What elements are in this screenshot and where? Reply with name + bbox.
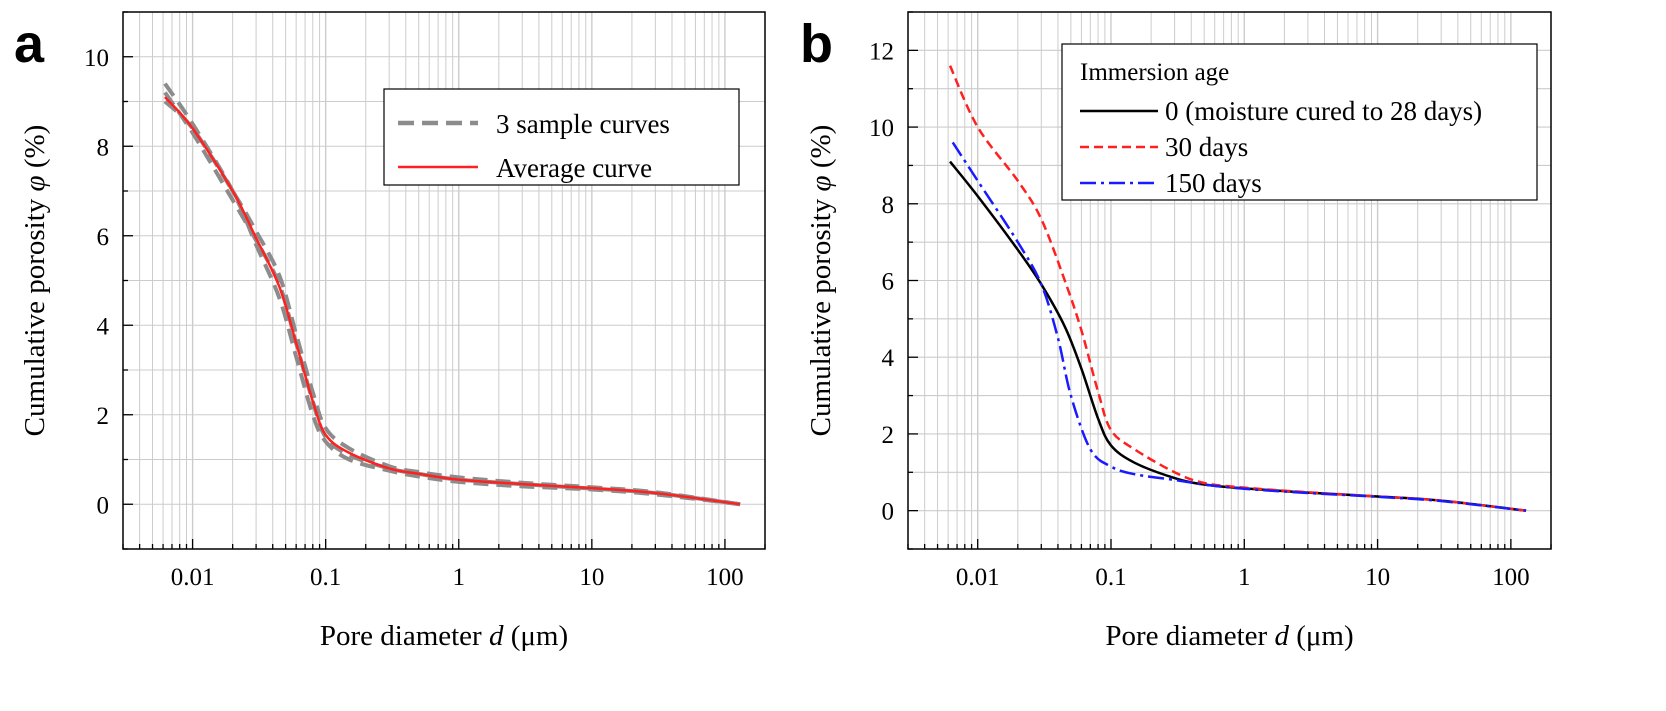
- x-tick-label: 10: [1365, 564, 1390, 591]
- series-line-a-1: [163, 91, 741, 507]
- y-tick-label: 10: [869, 115, 894, 142]
- legend-a: 3 sample curves Average curve: [383, 88, 740, 186]
- series-line-a-3: [164, 96, 741, 506]
- x-tick-label: 0.01: [956, 564, 1000, 591]
- x-tick-label: 1: [453, 564, 466, 591]
- panel-letter-a: a: [14, 14, 45, 74]
- y-tick-label: 8: [97, 134, 110, 161]
- x-tick-label: 1: [1238, 564, 1251, 591]
- series-group-b: [948, 65, 1527, 512]
- y-tick-label: 8: [882, 192, 895, 219]
- y-axis-label-b: Cumulative porosity φ (%): [805, 125, 837, 437]
- x-tick-label: 10: [579, 564, 604, 591]
- y-tick-label: 4: [882, 345, 895, 372]
- y-tick-label: 10: [84, 45, 109, 72]
- series-line-b-2: [951, 141, 1527, 512]
- legend-title-b: Immersion age: [1080, 59, 1229, 86]
- series-group-a: [163, 82, 741, 507]
- legend-entry-0-days: 0 (moisture cured to 28 days): [1165, 96, 1482, 126]
- legend-box-a: [383, 88, 740, 186]
- series-line-a-0: [163, 82, 741, 507]
- y-tick-label: 6: [882, 269, 895, 296]
- x-tick-label: 100: [1492, 564, 1530, 591]
- legend-entry-150-days: 150 days: [1165, 168, 1262, 198]
- x-tick-label: 0.1: [310, 564, 341, 591]
- y-tick-label: 0: [97, 492, 110, 519]
- ticks-a: 0.01 0.1 1 10 100 0 2 4 6 8 10: [84, 11, 766, 591]
- chart-panel-b: b 0.01 0.1 1 10 100 0 2 4 6 8 10 12 Pore diameter d…: [800, 11, 1552, 652]
- legend-b: Immersion age 0 (moisture cured to 28 da…: [1061, 43, 1538, 201]
- y-tick-label: 6: [97, 224, 110, 251]
- chart-panel-a: a 0.01 0.1 1 10 100 0 2 4 6 8 10 Pore diameter d (…: [14, 11, 766, 652]
- x-axis-label-b: Pore diameter d (μm): [1105, 620, 1353, 652]
- x-tick-label: 0.01: [171, 564, 215, 591]
- y-tick-label: 2: [882, 422, 895, 449]
- x-tick-label: 0.1: [1095, 564, 1126, 591]
- legend-entry-30-days: 30 days: [1165, 132, 1248, 162]
- ticks-b: 0.01 0.1 1 10 100 0 2 4 6 8 10 12: [869, 11, 1552, 591]
- x-tick-label: 100: [706, 564, 744, 591]
- y-tick-label: 4: [97, 313, 110, 340]
- legend-box-b: [1061, 43, 1538, 201]
- y-tick-label: 0: [882, 499, 895, 526]
- y-tick-label: 12: [869, 38, 894, 65]
- x-axis-label-a: Pore diameter d (μm): [320, 620, 568, 652]
- legend-entry-samples: 3 sample curves: [496, 109, 670, 139]
- panel-letter-b: b: [800, 14, 833, 74]
- legend-entry-average: Average curve: [496, 153, 652, 183]
- y-tick-label: 2: [97, 403, 110, 430]
- y-axis-label-a: Cumulative porosity φ (%): [19, 125, 51, 437]
